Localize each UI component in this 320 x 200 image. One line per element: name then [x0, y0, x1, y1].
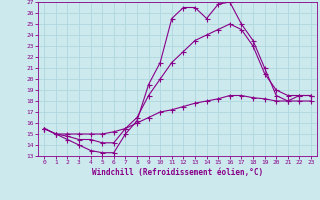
- X-axis label: Windchill (Refroidissement éolien,°C): Windchill (Refroidissement éolien,°C): [92, 168, 263, 177]
